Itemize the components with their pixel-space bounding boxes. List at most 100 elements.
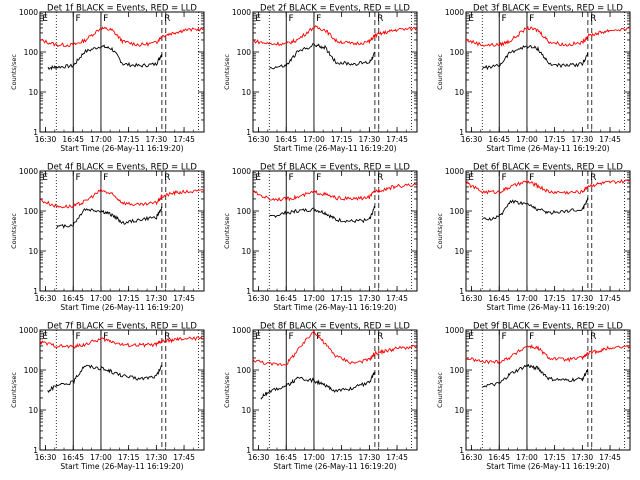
panel-title: Det 2f BLACK = Events, RED = LLD	[260, 4, 410, 14]
y-tick-label: 10	[454, 88, 464, 97]
marker-label-e: E	[468, 14, 474, 24]
x-tick-label: 17:30	[146, 453, 168, 462]
plot-frame	[465, 11, 631, 133]
y-axis-label: Counts/sec	[436, 372, 444, 408]
y-tick-label: 10	[241, 88, 251, 97]
y-tick-label: 1	[246, 446, 251, 455]
panel-det-1: Det 1f BLACK = Events, RED = LLD 1 10 100 10…	[10, 4, 205, 153]
marker-label-f: F	[501, 173, 506, 183]
x-tick-label: 17:30	[359, 294, 381, 303]
marker-label-f: F	[529, 332, 534, 342]
x-tick-label: 17:00	[90, 294, 112, 303]
marker-label-f: F	[103, 332, 108, 342]
x-tick-label: 17:45	[386, 135, 408, 144]
y-axis-label: Counts/sec	[10, 213, 18, 249]
x-tick-label: 17:00	[303, 294, 325, 303]
x-tick-label: 17:45	[599, 453, 621, 462]
x-tick-label: 16:30	[35, 294, 57, 303]
lld-series-line	[465, 178, 631, 195]
plot-frame	[39, 329, 205, 451]
x-tick-label: 16:45	[62, 294, 84, 303]
x-tick-label: 16:45	[275, 294, 297, 303]
events-series-line	[269, 205, 376, 224]
plot-frame	[252, 329, 418, 451]
panel-title: Det 8f BLACK = Events, RED = LLD	[260, 322, 410, 332]
x-axis-label: Start Time (26-May-11 16:19:20)	[60, 462, 183, 471]
x-axis-label: Start Time (26-May-11 16:19:20)	[486, 144, 609, 153]
x-tick-label: 17:45	[599, 135, 621, 144]
y-axis-label: Counts/sec	[10, 54, 18, 90]
x-tick-label: 16:30	[461, 453, 483, 462]
marker-label-f: F	[75, 332, 80, 342]
marker-label-f: F	[316, 173, 321, 183]
x-tick-label: 17:15	[118, 294, 140, 303]
y-tick-label: 1000	[445, 326, 464, 335]
x-tick-label: 17:15	[544, 453, 566, 462]
x-tick-label: 17:45	[599, 294, 621, 303]
x-tick-label: 16:30	[35, 135, 57, 144]
events-series-line	[260, 371, 376, 400]
x-tick-label: 17:45	[173, 294, 195, 303]
events-series-line	[482, 197, 589, 221]
x-tick-label: 17:30	[572, 453, 594, 462]
y-tick-label: 100	[450, 366, 465, 375]
x-tick-label: 17:30	[572, 294, 594, 303]
x-axis-label: Start Time (26-May-11 16:19:20)	[60, 303, 183, 312]
marker-label-f: F	[103, 173, 108, 183]
x-tick-label: 16:45	[488, 294, 510, 303]
lld-series-line	[253, 25, 418, 47]
x-tick-label: 17:45	[386, 294, 408, 303]
x-tick-label: 17:15	[331, 453, 353, 462]
lld-series-line	[252, 183, 418, 202]
panel-title: Det 4f BLACK = Events, RED = LLD	[47, 163, 197, 173]
x-tick-label: 16:45	[62, 453, 84, 462]
marker-label-e: E	[468, 173, 474, 183]
y-tick-label: 10	[28, 406, 38, 415]
marker-label-r: R	[164, 173, 170, 183]
plot-frame	[252, 11, 418, 133]
panel-title: Det 1f BLACK = Events, RED = LLD	[47, 4, 197, 14]
x-tick-label: 16:45	[488, 453, 510, 462]
marker-label-r: R	[590, 14, 596, 24]
y-tick-label: 1	[459, 446, 464, 455]
x-tick-label: 16:45	[275, 135, 297, 144]
y-tick-label: 100	[237, 48, 252, 57]
panel-det-9: Det 9f BLACK = Events, RED = LLD 1 10 100 10…	[436, 322, 631, 471]
y-tick-label: 1000	[445, 8, 464, 17]
marker-label-e: E	[42, 173, 48, 183]
x-tick-label: 16:45	[62, 135, 84, 144]
y-tick-label: 1	[246, 128, 251, 137]
panel-title: Det 7f BLACK = Events, RED = LLD	[47, 322, 197, 332]
x-tick-label: 16:30	[248, 453, 270, 462]
y-tick-label: 100	[450, 207, 465, 216]
marker-label-e: E	[255, 14, 261, 24]
marker-label-e: E	[255, 332, 261, 342]
marker-label-f: F	[75, 173, 80, 183]
x-tick-label: 17:15	[331, 135, 353, 144]
x-axis-label: Start Time (26-May-11 16:19:20)	[486, 462, 609, 471]
marker-label-r: R	[590, 173, 596, 183]
panel-det-8: Det 8f BLACK = Events, RED = LLD 1 10 100 10…	[223, 322, 418, 471]
plot-frame	[39, 11, 205, 133]
events-series-line	[56, 206, 163, 229]
marker-label-r: R	[377, 173, 383, 183]
y-tick-label: 100	[24, 207, 39, 216]
y-tick-label: 1	[459, 128, 464, 137]
x-tick-label: 17:15	[118, 453, 140, 462]
marker-label-e: E	[42, 332, 48, 342]
marker-label-e: E	[255, 173, 261, 183]
panel-title: Det 6f BLACK = Events, RED = LLD	[473, 163, 623, 173]
y-tick-label: 1	[33, 287, 38, 296]
marker-label-r: R	[164, 14, 170, 24]
y-tick-label: 1	[33, 446, 38, 455]
y-tick-label: 1	[33, 128, 38, 137]
events-series-line	[482, 44, 589, 71]
y-tick-label: 100	[24, 366, 39, 375]
y-tick-label: 10	[454, 247, 464, 256]
y-tick-label: 10	[241, 406, 251, 415]
panel-title: Det 5f BLACK = Events, RED = LLD	[260, 163, 410, 173]
plot-frame	[252, 170, 418, 292]
y-tick-label: 10	[454, 406, 464, 415]
x-tick-label: 17:30	[359, 453, 381, 462]
x-tick-label: 17:30	[146, 135, 168, 144]
